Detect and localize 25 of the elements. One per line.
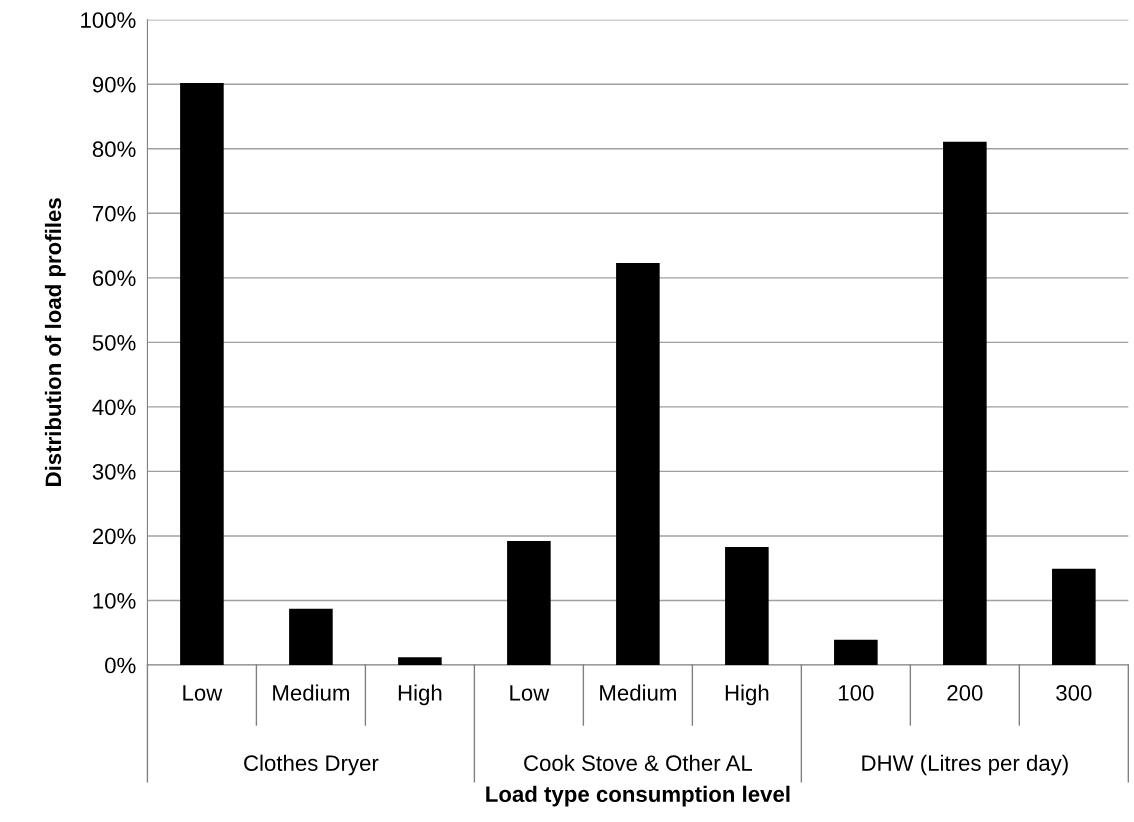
y-tick-label: 10% (93, 593, 136, 609)
y-tick-label: 60% (92, 270, 136, 287)
y-tick-label: 40% (92, 399, 136, 416)
y-tick-label: 20% (92, 528, 136, 545)
y-axis-title: Distribution of load profiles (44, 198, 66, 486)
text: DHW (Litres per day) (862, 754, 1068, 776)
x-tick-label: 300 (1056, 685, 1092, 701)
x-tick-label: Low (510, 685, 550, 701)
x-axis-title: Load type consumption level (486, 785, 790, 807)
text: Clothes Dryer (244, 754, 379, 776)
y-tick-label: 70% (92, 205, 136, 222)
x-tick-label: 100 (839, 685, 874, 701)
x-tick-label: High (398, 684, 442, 706)
x-tick-label: High (725, 684, 769, 706)
x-tick-label: Low (183, 685, 223, 701)
x-tick-label: Medium (273, 684, 349, 701)
y-tick-label: 30% (92, 463, 136, 480)
y-tick-label: 90% (92, 76, 136, 93)
text: Cook Stove & Other AL (524, 754, 753, 771)
y-tick-label: 0% (105, 657, 136, 674)
y-tick-label: 50% (92, 334, 136, 351)
y-tick-label: 80% (92, 141, 136, 158)
x-tick-label: 200 (947, 685, 983, 701)
x-tick-label: Medium (600, 684, 676, 701)
y-tick-label: 100% (81, 12, 136, 28)
